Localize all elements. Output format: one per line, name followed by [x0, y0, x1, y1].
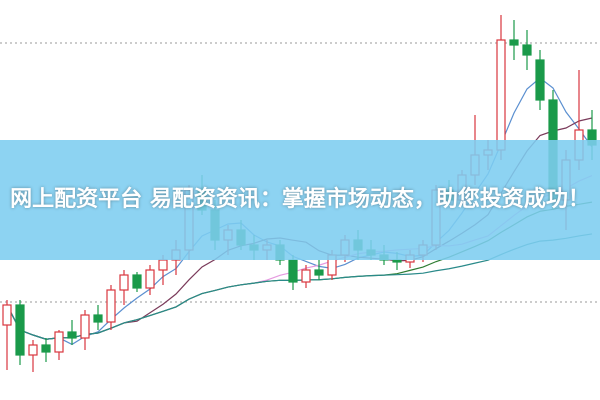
candle-body-10: [132, 274, 142, 289]
candle-body-22: [288, 259, 298, 283]
banner-title: 网上配资平台 易配资资讯：掌握市场动态，助您投资成功！: [10, 187, 590, 212]
candle-body-0: [2, 304, 12, 326]
candle-body-5: [67, 331, 77, 339]
candle-body-1: [15, 304, 25, 356]
candle-body-23: [301, 269, 311, 283]
candle-body-11: [145, 269, 155, 289]
candle-body-38: [496, 39, 506, 151]
candle-body-6: [80, 314, 90, 339]
candle-body-4: [54, 331, 64, 353]
candle-body-40: [522, 44, 532, 56]
candle-body-8: [106, 289, 116, 323]
candle-body-9: [119, 274, 129, 291]
candle-body-41: [535, 59, 545, 101]
candle-body-2: [28, 344, 38, 356]
title-banner: 网上配资平台 易配资资讯：掌握市场动态，助您投资成功！: [0, 140, 600, 260]
candle-body-7: [93, 314, 103, 323]
candle-body-12: [158, 259, 168, 271]
candle-body-24: [314, 269, 324, 276]
candle-body-3: [41, 344, 51, 353]
candle-body-39: [509, 39, 519, 46]
candle-body-30: [392, 259, 402, 263]
